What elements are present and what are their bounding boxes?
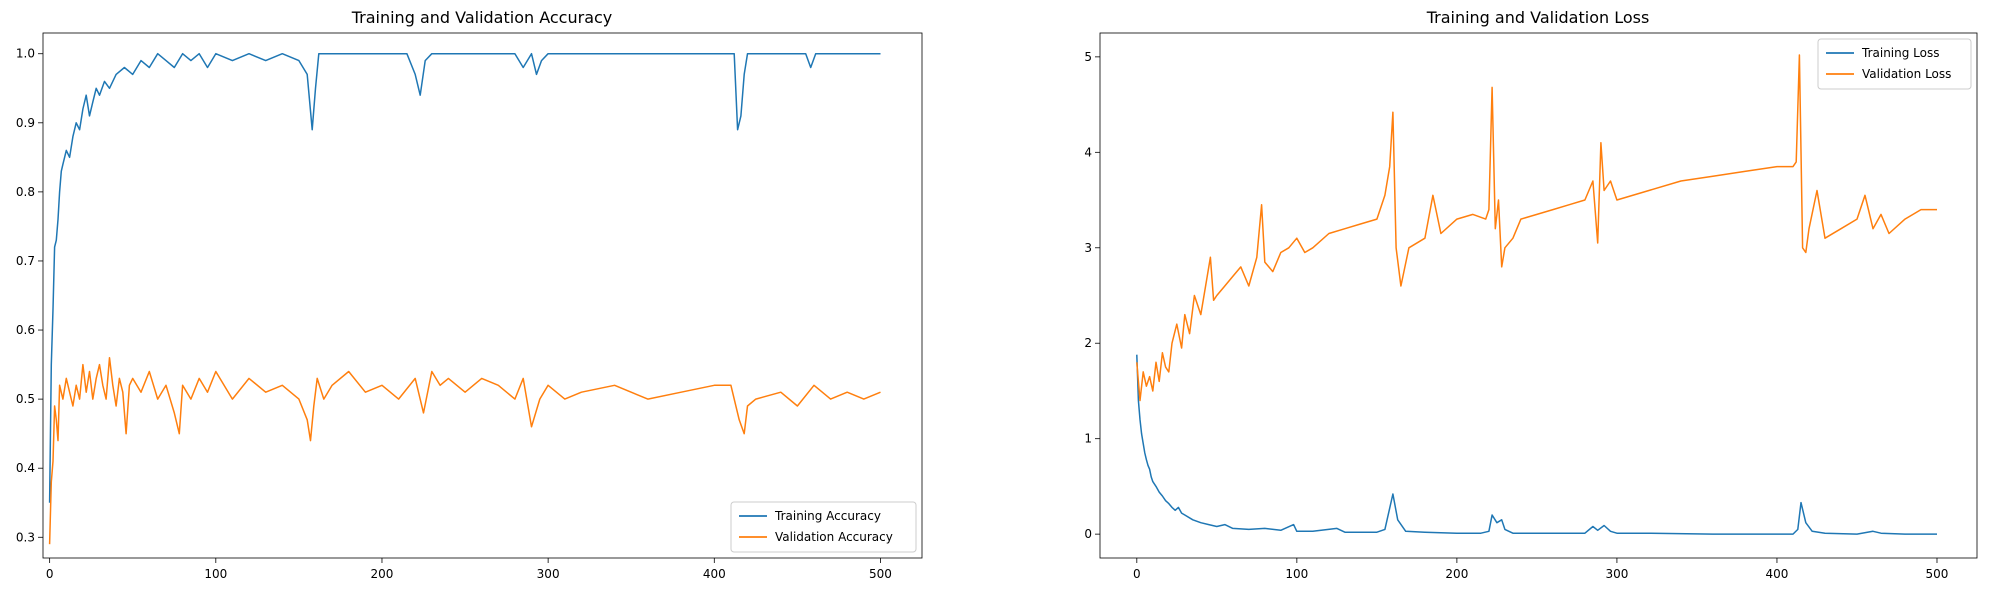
accuracy-x-tick-label: 500 (869, 567, 892, 581)
loss-y-tick-label: 2 (1084, 336, 1092, 350)
validation-accuracy-legend-label: Validation Accuracy (775, 530, 893, 544)
accuracy-plot-area: 0 100 200 300 400 500 0.3 0.4 0.5 0.6 0.7 0.8 0.9 1.0 (16, 32, 923, 581)
loss-x-tick-label: 0 (1133, 567, 1141, 581)
accuracy-x-tick-label: 100 (204, 567, 227, 581)
accuracy-x-tick-label: 400 (703, 567, 726, 581)
accuracy-y-tick-label: 0.8 (16, 185, 35, 199)
loss-x-tick-label: 100 (1285, 567, 1308, 581)
accuracy-y-tick-label: 0.7 (16, 254, 35, 268)
accuracy-y-tick-label: 0.9 (16, 116, 35, 130)
loss-y-tick-label: 3 (1084, 241, 1092, 255)
accuracy-y-tick-label: 0.4 (16, 461, 35, 475)
accuracy-x-tick-label: 200 (371, 567, 394, 581)
loss-axes-frame (1099, 32, 1978, 559)
loss-y-tick-label: 5 (1084, 50, 1092, 64)
accuracy-y-tick-label: 0.5 (16, 392, 35, 406)
accuracy-y-tick-label: 1.0 (16, 47, 35, 61)
loss-y-tick-label: 1 (1084, 432, 1092, 446)
validation-loss-legend-label: Validation Loss (1862, 67, 1951, 81)
training-loss-legend-label: Training Loss (1861, 46, 1939, 60)
validation-accuracy-line (48, 356, 881, 545)
training-accuracy-line (48, 52, 881, 503)
accuracy-chart: Training and Validation Accuracy 0 100 200… (16, 8, 923, 581)
loss-legend: Training Loss Validation Loss (1817, 38, 1972, 90)
accuracy-legend: Training Accuracy Validation Accuracy (730, 501, 917, 553)
training-accuracy-legend-label: Training Accuracy (774, 509, 881, 523)
validation-loss-line (1136, 54, 1937, 402)
loss-x-tick-label: 200 (1445, 567, 1468, 581)
loss-legend-box (1817, 38, 1972, 90)
loss-chart: Training and Validation Loss 0 100 200 300 4… (1084, 8, 1978, 581)
training-loss-line (1136, 354, 1937, 535)
accuracy-y-tick-label: 0.3 (16, 530, 35, 544)
loss-chart-title: Training and Validation Loss (1426, 8, 1650, 27)
accuracy-legend-box (730, 501, 917, 553)
accuracy-axes-frame (42, 32, 923, 559)
loss-y-tick-label: 4 (1084, 145, 1092, 159)
loss-x-tick-label: 300 (1605, 567, 1628, 581)
accuracy-x-tick-label: 300 (537, 567, 560, 581)
loss-x-tick-label: 400 (1766, 567, 1789, 581)
accuracy-chart-title: Training and Validation Accuracy (351, 8, 613, 27)
accuracy-y-tick-label: 0.6 (16, 323, 35, 337)
accuracy-x-tick-label: 0 (46, 567, 54, 581)
loss-y-tick-label: 0 (1084, 527, 1092, 541)
loss-x-tick-label: 500 (1926, 567, 1949, 581)
loss-plot-area: 0 100 200 300 400 500 0 1 2 3 4 5 (1084, 32, 1978, 581)
